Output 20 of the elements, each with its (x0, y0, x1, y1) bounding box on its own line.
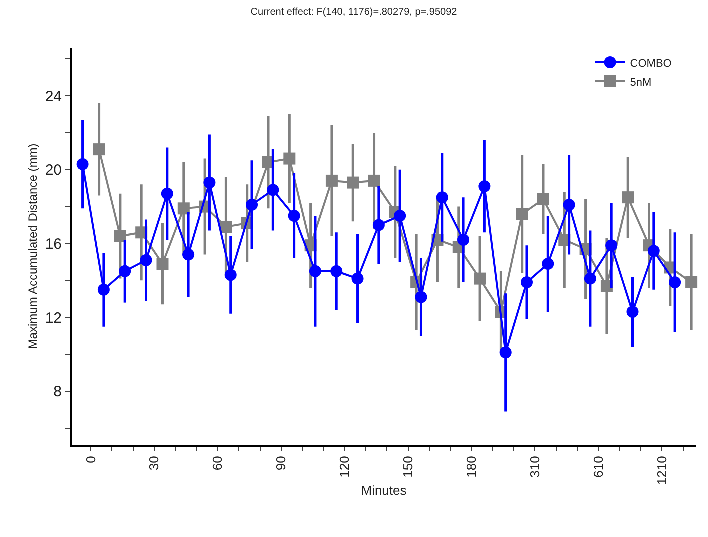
x-tick-label: 90 (274, 456, 289, 471)
x-tick-label: 1210 (654, 456, 670, 486)
x-tick-label: 0 (83, 456, 98, 464)
legend-label: 5nM (630, 76, 652, 89)
y-tick-label: 16 (45, 236, 62, 253)
chart-title: Current effect: F(140, 1176)=.80279, p=.95092 (250, 7, 458, 18)
x-tick-label: 180 (464, 456, 480, 478)
x-axis-title: Minutes (361, 483, 408, 498)
y-axis-title: Maximum Accumulated Distance (mm) (26, 144, 40, 350)
legend-label: COMBO (630, 58, 672, 70)
y-tick-label: 20 (45, 162, 62, 180)
y-tick-label: 24 (45, 88, 62, 106)
y-tick-label: 8 (54, 384, 62, 401)
x-tick-label: 30 (146, 456, 162, 471)
x-tick-label: 150 (400, 456, 416, 478)
x-tick-label: 610 (590, 456, 606, 478)
x-tick-label: 60 (210, 456, 226, 471)
y-tick-label: 12 (45, 310, 62, 327)
x-tick-label: 310 (527, 456, 542, 478)
x-tick-label: 120 (337, 456, 352, 478)
